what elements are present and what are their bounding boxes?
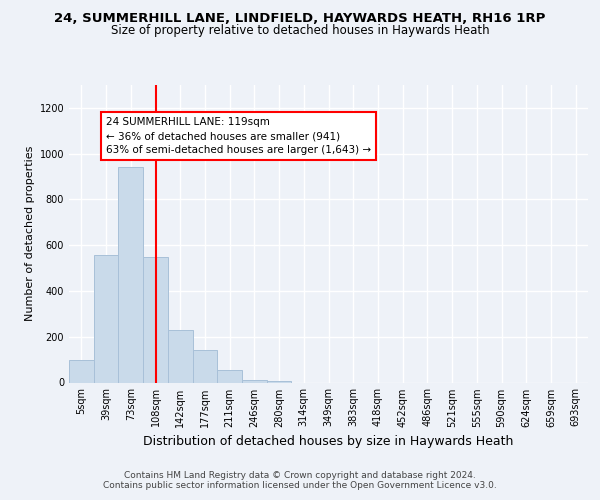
Bar	[118, 168, 143, 382]
Bar	[193, 350, 217, 382]
Bar	[69, 360, 94, 382]
Bar	[242, 380, 267, 382]
Text: 24, SUMMERHILL LANE, LINDFIELD, HAYWARDS HEATH, RH16 1RP: 24, SUMMERHILL LANE, LINDFIELD, HAYWARDS…	[55, 12, 545, 26]
Text: Size of property relative to detached houses in Haywards Heath: Size of property relative to detached ho…	[110, 24, 490, 37]
Bar	[217, 370, 242, 382]
Text: Contains HM Land Registry data © Crown copyright and database right 2024.: Contains HM Land Registry data © Crown c…	[124, 471, 476, 480]
Text: 24 SUMMERHILL LANE: 119sqm
← 36% of detached houses are smaller (941)
63% of sem: 24 SUMMERHILL LANE: 119sqm ← 36% of deta…	[106, 117, 371, 155]
Bar	[168, 330, 193, 382]
Bar	[143, 256, 168, 382]
Bar	[94, 256, 118, 382]
Text: Contains public sector information licensed under the Open Government Licence v3: Contains public sector information licen…	[103, 481, 497, 490]
X-axis label: Distribution of detached houses by size in Haywards Heath: Distribution of detached houses by size …	[143, 435, 514, 448]
Y-axis label: Number of detached properties: Number of detached properties	[25, 146, 35, 322]
